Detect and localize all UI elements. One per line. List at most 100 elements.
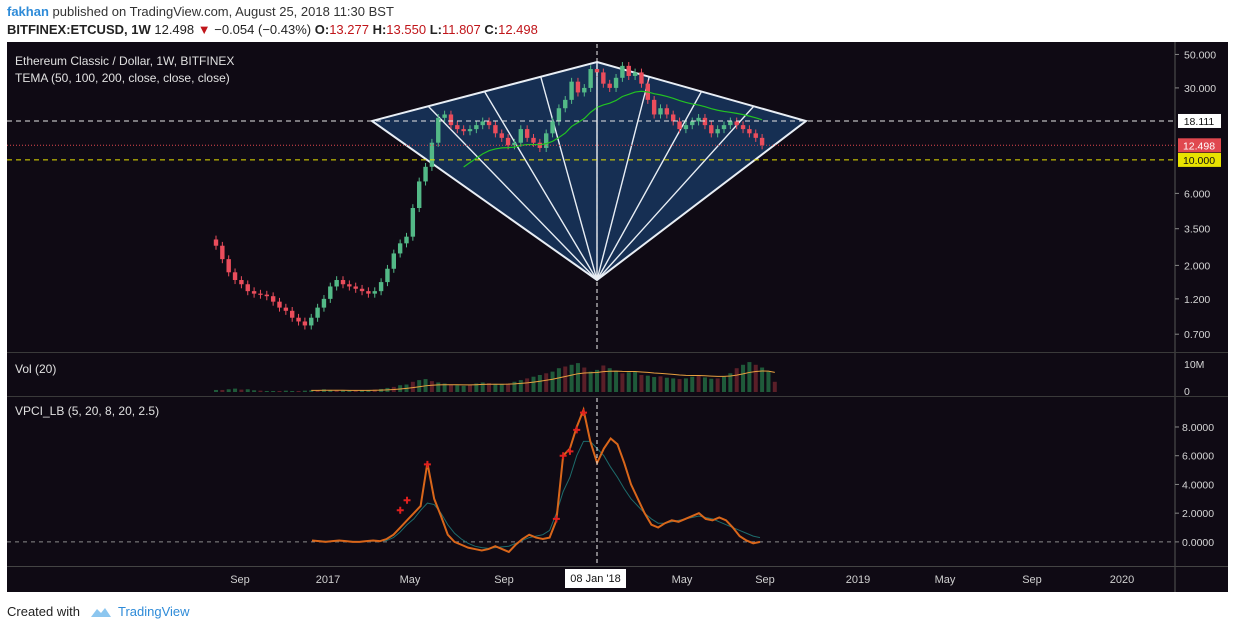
candle-body xyxy=(734,121,739,126)
volume-bar xyxy=(226,389,231,392)
volume-bar xyxy=(633,371,638,392)
candle-body xyxy=(728,121,733,126)
candle-body xyxy=(524,129,530,138)
candle-body xyxy=(220,245,225,260)
volume-bar xyxy=(487,383,492,392)
volume-bar xyxy=(556,368,561,392)
candle-body xyxy=(315,307,320,318)
candle-body xyxy=(296,317,301,322)
candle-body xyxy=(626,65,631,76)
candle-body xyxy=(759,137,765,146)
volume-bar xyxy=(620,373,625,392)
candle-body xyxy=(486,121,492,126)
price-scale-background xyxy=(1175,42,1228,592)
close-value: 12.498 xyxy=(498,22,538,37)
candle-body xyxy=(658,108,663,115)
vpci-signal-marker xyxy=(566,447,574,455)
vpci-signal-marker xyxy=(580,409,588,417)
candle-body xyxy=(232,272,238,281)
volume-bar xyxy=(417,380,422,392)
candle-body xyxy=(696,117,701,122)
candle-body xyxy=(709,125,714,134)
ohlc-line: BITFINEX:ETCUSD, 1W 12.498 ▼ −0.054 (−0.… xyxy=(7,22,538,37)
candle-body xyxy=(544,133,549,148)
volume-bar xyxy=(245,389,250,392)
volume-bar xyxy=(531,376,536,392)
volume-bar xyxy=(518,380,523,392)
candle-body xyxy=(620,65,625,78)
volume-bar xyxy=(753,364,758,392)
candle-body xyxy=(328,286,333,299)
volume-bar xyxy=(652,377,657,392)
close-label: C: xyxy=(484,22,499,37)
candle-body xyxy=(251,291,257,294)
price-tick-label: 6.000 xyxy=(1184,188,1210,200)
candle-body xyxy=(569,81,574,100)
candle-body xyxy=(455,125,460,130)
high-value: 13.550 xyxy=(386,22,427,37)
candle-body xyxy=(461,129,466,132)
volume-bar xyxy=(258,390,263,392)
volume-bar xyxy=(626,372,631,392)
candle-body xyxy=(213,239,219,246)
publish-line: fakhan published on TradingView.com, Aug… xyxy=(7,4,394,19)
resistance-label: 18.111 xyxy=(1184,116,1215,128)
support-label-box xyxy=(1178,152,1221,167)
volume-bar xyxy=(442,383,447,392)
volume-bar xyxy=(658,376,663,392)
price-tick-label: 0.700 xyxy=(1184,329,1210,341)
candle-body xyxy=(531,137,536,143)
volume-bar xyxy=(683,378,688,392)
candle-body xyxy=(264,294,269,297)
candle-body xyxy=(505,137,511,146)
volume-bar xyxy=(601,365,606,392)
volume-bar xyxy=(741,364,746,392)
candle-body xyxy=(690,121,695,126)
candle-body xyxy=(436,117,441,143)
candle-body xyxy=(474,125,479,130)
cursor-date-label: 08 Jan '18 xyxy=(570,573,620,585)
down-arrow-icon: ▼ xyxy=(197,22,211,37)
volume-bar xyxy=(233,388,238,392)
fan-ray xyxy=(596,91,703,281)
candle-body xyxy=(683,125,689,130)
last-price-label: 12.498 xyxy=(1183,140,1215,152)
volume-bar xyxy=(277,390,282,392)
volume-bar xyxy=(341,390,345,392)
vpci-tick-label: 2.0000 xyxy=(1182,508,1214,520)
volume-bar xyxy=(607,368,612,392)
candle-body xyxy=(563,99,568,109)
fan-ray xyxy=(427,105,598,281)
volume-bar xyxy=(252,390,257,392)
author-link[interactable]: fakhan xyxy=(7,4,49,19)
volume-tick-label: 0 xyxy=(1184,386,1190,398)
price-tick-label: 30.000 xyxy=(1184,83,1216,95)
candle-body xyxy=(747,129,752,134)
tradingview-link[interactable]: TradingView xyxy=(117,604,190,619)
candle-body xyxy=(397,243,403,254)
open-label: O: xyxy=(314,22,330,37)
symbol-label: BITFINEX:ETCUSD, 1W xyxy=(7,22,151,37)
volume-bar xyxy=(702,377,707,392)
candle-body xyxy=(512,142,517,146)
volume-bar xyxy=(264,390,269,392)
volume-bar xyxy=(499,384,504,392)
candle-body xyxy=(594,69,600,73)
candle-body xyxy=(588,69,593,88)
candle-body xyxy=(740,125,746,130)
last-price: 12.498 xyxy=(154,22,195,37)
candle-body xyxy=(270,296,276,302)
candle-body xyxy=(671,114,676,122)
candle-body xyxy=(372,291,377,294)
main-pane-title: Ethereum Classic / Dollar, 1W, BITFINEX xyxy=(15,54,234,68)
volume-bar xyxy=(537,375,542,392)
candle-body xyxy=(404,236,409,244)
price-tick-label: 50.000 xyxy=(1184,49,1216,61)
price-tick-label: 3.500 xyxy=(1184,224,1210,236)
candle-body xyxy=(366,291,371,294)
time-tick-label: 2019 xyxy=(846,574,870,586)
volume-bar xyxy=(220,389,225,392)
time-tick-label: May xyxy=(672,574,693,586)
time-tick-label: May xyxy=(935,574,956,586)
